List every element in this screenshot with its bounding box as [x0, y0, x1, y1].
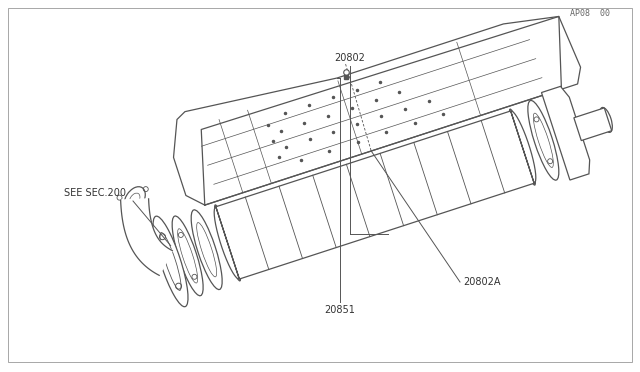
Ellipse shape — [528, 100, 559, 180]
Ellipse shape — [124, 187, 145, 212]
Polygon shape — [121, 199, 172, 275]
Ellipse shape — [153, 216, 188, 307]
Ellipse shape — [509, 109, 536, 185]
Ellipse shape — [191, 210, 222, 289]
Ellipse shape — [172, 216, 203, 296]
Text: AP08  00: AP08 00 — [570, 9, 610, 18]
Text: 20802A: 20802A — [463, 277, 500, 287]
Polygon shape — [214, 111, 536, 279]
Text: 20802: 20802 — [335, 53, 365, 63]
Ellipse shape — [214, 205, 241, 281]
Polygon shape — [541, 86, 589, 180]
Text: 20851: 20851 — [324, 305, 355, 315]
Polygon shape — [574, 108, 612, 141]
Ellipse shape — [600, 108, 612, 132]
Text: SEE SEC.200: SEE SEC.200 — [64, 188, 126, 198]
